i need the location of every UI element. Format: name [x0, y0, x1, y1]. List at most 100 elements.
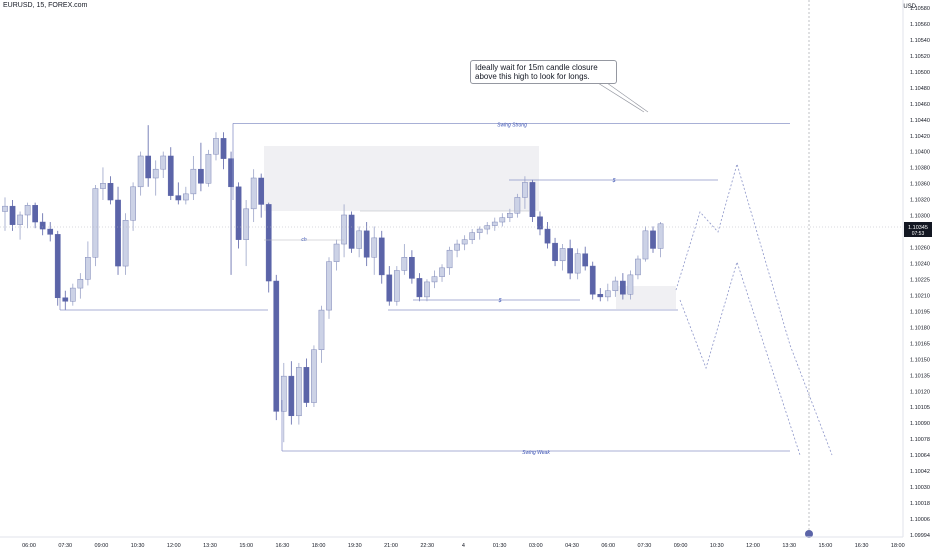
- price-tag-price: 1.10345: [908, 225, 928, 231]
- candle: [409, 257, 415, 279]
- currency-label: USD: [903, 4, 916, 10]
- price-tick-label: 1.10165: [910, 341, 930, 347]
- candle: [167, 155, 174, 196]
- price-tick-label: 1.10018: [910, 501, 930, 507]
- bos-low-label: $: [498, 298, 502, 304]
- candles: [2, 125, 664, 443]
- time-tick-label: 16:30: [276, 543, 290, 549]
- candle: [446, 249, 453, 269]
- price-tick-label: 1.10120: [910, 389, 930, 395]
- candle: [47, 228, 54, 235]
- price-tick-label: 1.10420: [910, 134, 930, 140]
- candle: [288, 375, 295, 417]
- candle: [589, 265, 596, 295]
- time-tick-label: 03:00: [529, 543, 543, 549]
- candle: [597, 293, 604, 298]
- candle: [522, 182, 528, 198]
- price-tick-label: 1.09994: [910, 533, 930, 539]
- candle: [265, 204, 272, 282]
- candle: [454, 243, 460, 251]
- price-tick-label: 1.10560: [910, 22, 930, 28]
- candle: [537, 216, 543, 230]
- time-tick-label: 4: [462, 543, 465, 549]
- price-tick-label: 1.10240: [910, 262, 930, 268]
- candle: [499, 217, 506, 223]
- candle: [363, 230, 370, 258]
- candle: [604, 290, 611, 298]
- candle: [552, 242, 558, 262]
- time-tick-label: 12:00: [167, 543, 181, 549]
- candle: [280, 375, 287, 412]
- time-tick-label: 06:00: [601, 543, 615, 549]
- candle: [54, 234, 61, 299]
- candle: [378, 237, 385, 276]
- candle: [92, 188, 99, 258]
- price-tick-label: 1.10064: [910, 453, 930, 459]
- time-tick-label: 18:00: [891, 543, 905, 549]
- candle: [635, 258, 641, 276]
- candle: [431, 276, 438, 283]
- candle: [356, 230, 362, 249]
- bos-high-label: $: [612, 178, 616, 184]
- candle: [657, 223, 664, 249]
- candle: [469, 232, 476, 240]
- candle: [303, 367, 310, 403]
- candle: [514, 197, 521, 214]
- candle: [393, 270, 400, 302]
- candle: [506, 212, 513, 218]
- candle: [175, 195, 182, 201]
- time-tick-label: 12:00: [746, 543, 760, 549]
- price-tick-label: 1.10320: [910, 198, 930, 204]
- candle: [205, 153, 212, 184]
- price-tick-label: 1.10400: [910, 150, 930, 156]
- candle: [612, 280, 619, 291]
- price-tick-label: 1.10078: [910, 437, 930, 443]
- price-tick-label: 1.10300: [910, 214, 930, 220]
- candle: [32, 205, 38, 223]
- price-tick-label: 1.10380: [910, 166, 930, 172]
- candle: [574, 253, 581, 274]
- price-tick-label: 1.10030: [910, 485, 930, 491]
- candle: [544, 228, 551, 244]
- candle: [85, 257, 91, 280]
- candle: [642, 230, 649, 260]
- candle: [9, 205, 16, 225]
- candle: [100, 183, 106, 189]
- time-tick-label: 09:00: [674, 543, 688, 549]
- price-tick-label: 1.10090: [910, 421, 930, 427]
- projection-upper: [675, 162, 833, 456]
- price-tick-label: 1.10520: [910, 54, 930, 60]
- time-tick-label: 13:30: [203, 543, 217, 549]
- choch-label: ch: [301, 237, 307, 243]
- candle: [220, 138, 227, 159]
- candle: [145, 155, 152, 179]
- symbol-title: EURUSD, 15, FOREX.com: [3, 2, 88, 9]
- candle: [461, 239, 468, 245]
- candle: [439, 267, 445, 277]
- candle: [182, 193, 189, 201]
- candle: [296, 367, 302, 417]
- candle: [243, 208, 249, 240]
- candle: [107, 183, 114, 201]
- candle: [567, 248, 573, 274]
- candle: [160, 155, 167, 170]
- price-tick-label: 1.10006: [910, 517, 930, 523]
- time-tick-label: 15:00: [239, 543, 253, 549]
- candle: [424, 281, 430, 298]
- time-tick-label: 16:30: [855, 543, 869, 549]
- candle: [627, 274, 634, 295]
- swing-weak-label: Swing Weak: [522, 450, 550, 456]
- price-tick-label: 1.10500: [910, 70, 930, 76]
- price-tick-label: 1.10195: [910, 309, 930, 315]
- projection-paths: [675, 162, 833, 456]
- candle: [582, 253, 589, 267]
- candle: [348, 214, 355, 249]
- candle: [137, 155, 144, 188]
- note-callout[interactable]: Ideally wait for 15m candle closure abov…: [470, 60, 617, 84]
- price-tick-label: 1.10225: [910, 277, 930, 283]
- price-tick-label: 1.10042: [910, 469, 930, 475]
- time-marker-dot: [805, 530, 813, 538]
